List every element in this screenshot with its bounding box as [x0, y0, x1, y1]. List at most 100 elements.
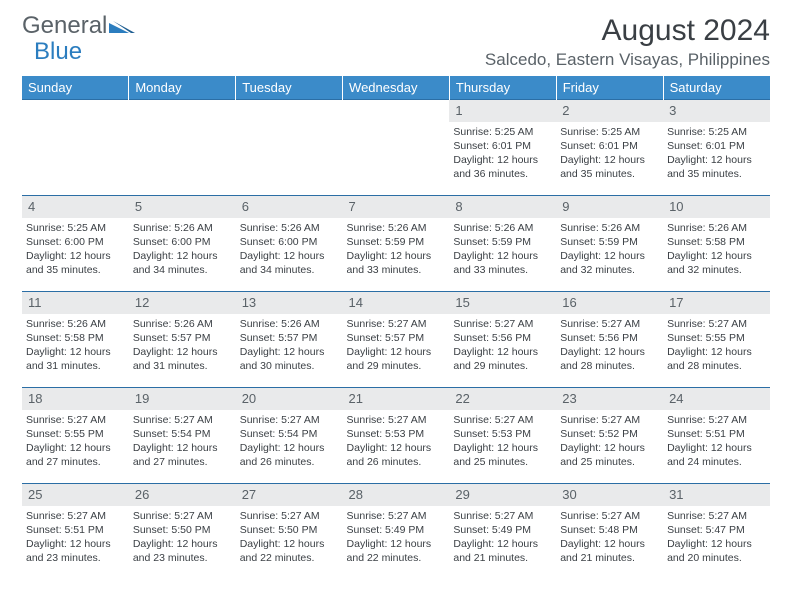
calendar-day-cell: 27Sunrise: 5:27 AMSunset: 5:50 PMDayligh… [236, 484, 343, 580]
daylight-line: Daylight: 12 hours and 23 minutes. [26, 537, 125, 565]
sunrise-line: Sunrise: 5:27 AM [453, 413, 552, 427]
sunset-line: Sunset: 6:01 PM [667, 139, 766, 153]
daylight-line: Daylight: 12 hours and 36 minutes. [453, 153, 552, 181]
daylight-line: Daylight: 12 hours and 24 minutes. [667, 441, 766, 469]
daylight-line: Daylight: 12 hours and 20 minutes. [667, 537, 766, 565]
calendar-day-cell: 24Sunrise: 5:27 AMSunset: 5:51 PMDayligh… [663, 388, 770, 484]
sunrise-line: Sunrise: 5:26 AM [667, 221, 766, 235]
day-header: Sunday [22, 76, 129, 100]
calendar-day-cell: 31Sunrise: 5:27 AMSunset: 5:47 PMDayligh… [663, 484, 770, 580]
day-number: 20 [236, 388, 343, 410]
daylight-line: Daylight: 12 hours and 23 minutes. [133, 537, 232, 565]
daylight-line: Daylight: 12 hours and 27 minutes. [26, 441, 125, 469]
daylight-line: Daylight: 12 hours and 33 minutes. [453, 249, 552, 277]
daylight-line: Daylight: 12 hours and 22 minutes. [240, 537, 339, 565]
daylight-line: Daylight: 12 hours and 31 minutes. [26, 345, 125, 373]
sunrise-line: Sunrise: 5:26 AM [560, 221, 659, 235]
daylight-line: Daylight: 12 hours and 33 minutes. [347, 249, 446, 277]
day-number: 24 [663, 388, 770, 410]
calendar-day-cell [236, 100, 343, 196]
sunrise-line: Sunrise: 5:26 AM [240, 317, 339, 331]
sunrise-line: Sunrise: 5:26 AM [26, 317, 125, 331]
sunset-line: Sunset: 5:55 PM [26, 427, 125, 441]
sunrise-line: Sunrise: 5:27 AM [133, 509, 232, 523]
calendar-week-row: 1Sunrise: 5:25 AMSunset: 6:01 PMDaylight… [22, 100, 770, 196]
sunrise-line: Sunrise: 5:27 AM [560, 413, 659, 427]
daylight-line: Daylight: 12 hours and 29 minutes. [347, 345, 446, 373]
page-header: General Blue August 2024 Salcedo, Easter… [22, 14, 770, 70]
day-number: 10 [663, 196, 770, 218]
day-number: 7 [343, 196, 450, 218]
daylight-line: Daylight: 12 hours and 32 minutes. [560, 249, 659, 277]
daylight-line: Daylight: 12 hours and 22 minutes. [347, 537, 446, 565]
day-number: 4 [22, 196, 129, 218]
sunset-line: Sunset: 5:48 PM [560, 523, 659, 537]
calendar-day-cell: 17Sunrise: 5:27 AMSunset: 5:55 PMDayligh… [663, 292, 770, 388]
daylight-line: Daylight: 12 hours and 28 minutes. [560, 345, 659, 373]
day-header: Friday [556, 76, 663, 100]
sunrise-line: Sunrise: 5:26 AM [453, 221, 552, 235]
calendar-day-cell: 29Sunrise: 5:27 AMSunset: 5:49 PMDayligh… [449, 484, 556, 580]
day-number: 23 [556, 388, 663, 410]
sunset-line: Sunset: 5:50 PM [240, 523, 339, 537]
sunrise-line: Sunrise: 5:25 AM [453, 125, 552, 139]
day-header: Monday [129, 76, 236, 100]
day-number: 31 [663, 484, 770, 506]
calendar-day-cell: 30Sunrise: 5:27 AMSunset: 5:48 PMDayligh… [556, 484, 663, 580]
daylight-line: Daylight: 12 hours and 31 minutes. [133, 345, 232, 373]
sunrise-line: Sunrise: 5:27 AM [26, 509, 125, 523]
daylight-line: Daylight: 12 hours and 26 minutes. [240, 441, 339, 469]
sunset-line: Sunset: 5:52 PM [560, 427, 659, 441]
calendar-day-cell [343, 100, 450, 196]
calendar-week-row: 11Sunrise: 5:26 AMSunset: 5:58 PMDayligh… [22, 292, 770, 388]
calendar-day-cell: 2Sunrise: 5:25 AMSunset: 6:01 PMDaylight… [556, 100, 663, 196]
sunset-line: Sunset: 5:59 PM [347, 235, 446, 249]
daylight-line: Daylight: 12 hours and 28 minutes. [667, 345, 766, 373]
sunrise-line: Sunrise: 5:25 AM [667, 125, 766, 139]
day-number: 22 [449, 388, 556, 410]
daylight-line: Daylight: 12 hours and 21 minutes. [453, 537, 552, 565]
sunrise-line: Sunrise: 5:25 AM [560, 125, 659, 139]
day-number: 29 [449, 484, 556, 506]
logo-word2: Blue [34, 38, 82, 66]
calendar-day-cell: 20Sunrise: 5:27 AMSunset: 5:54 PMDayligh… [236, 388, 343, 484]
calendar-day-cell: 10Sunrise: 5:26 AMSunset: 5:58 PMDayligh… [663, 196, 770, 292]
sunset-line: Sunset: 5:59 PM [453, 235, 552, 249]
sunrise-line: Sunrise: 5:26 AM [133, 317, 232, 331]
day-number: 17 [663, 292, 770, 314]
sunrise-line: Sunrise: 5:27 AM [560, 317, 659, 331]
daylight-line: Daylight: 12 hours and 35 minutes. [667, 153, 766, 181]
daylight-line: Daylight: 12 hours and 29 minutes. [453, 345, 552, 373]
daylight-line: Daylight: 12 hours and 32 minutes. [667, 249, 766, 277]
calendar-day-cell: 19Sunrise: 5:27 AMSunset: 5:54 PMDayligh… [129, 388, 236, 484]
day-number: 13 [236, 292, 343, 314]
calendar-day-cell: 4Sunrise: 5:25 AMSunset: 6:00 PMDaylight… [22, 196, 129, 292]
day-header: Tuesday [236, 76, 343, 100]
logo-icon [109, 17, 135, 38]
location-subtitle: Salcedo, Eastern Visayas, Philippines [485, 50, 770, 70]
sunrise-line: Sunrise: 5:27 AM [560, 509, 659, 523]
day-number: 16 [556, 292, 663, 314]
calendar-day-cell: 21Sunrise: 5:27 AMSunset: 5:53 PMDayligh… [343, 388, 450, 484]
calendar-day-cell: 5Sunrise: 5:26 AMSunset: 6:00 PMDaylight… [129, 196, 236, 292]
sunrise-line: Sunrise: 5:27 AM [453, 317, 552, 331]
calendar-week-row: 18Sunrise: 5:27 AMSunset: 5:55 PMDayligh… [22, 388, 770, 484]
day-number: 14 [343, 292, 450, 314]
sunrise-line: Sunrise: 5:27 AM [667, 509, 766, 523]
day-header: Saturday [663, 76, 770, 100]
day-number: 1 [449, 100, 556, 122]
sunset-line: Sunset: 6:00 PM [26, 235, 125, 249]
sunset-line: Sunset: 6:00 PM [133, 235, 232, 249]
day-header: Wednesday [343, 76, 450, 100]
day-number: 9 [556, 196, 663, 218]
day-number: 8 [449, 196, 556, 218]
day-number: 21 [343, 388, 450, 410]
day-number: 6 [236, 196, 343, 218]
calendar-day-cell: 12Sunrise: 5:26 AMSunset: 5:57 PMDayligh… [129, 292, 236, 388]
calendar-day-cell: 23Sunrise: 5:27 AMSunset: 5:52 PMDayligh… [556, 388, 663, 484]
calendar-day-cell: 1Sunrise: 5:25 AMSunset: 6:01 PMDaylight… [449, 100, 556, 196]
sunset-line: Sunset: 6:00 PM [240, 235, 339, 249]
sunrise-line: Sunrise: 5:26 AM [240, 221, 339, 235]
sunrise-line: Sunrise: 5:27 AM [347, 413, 446, 427]
calendar-week-row: 25Sunrise: 5:27 AMSunset: 5:51 PMDayligh… [22, 484, 770, 580]
